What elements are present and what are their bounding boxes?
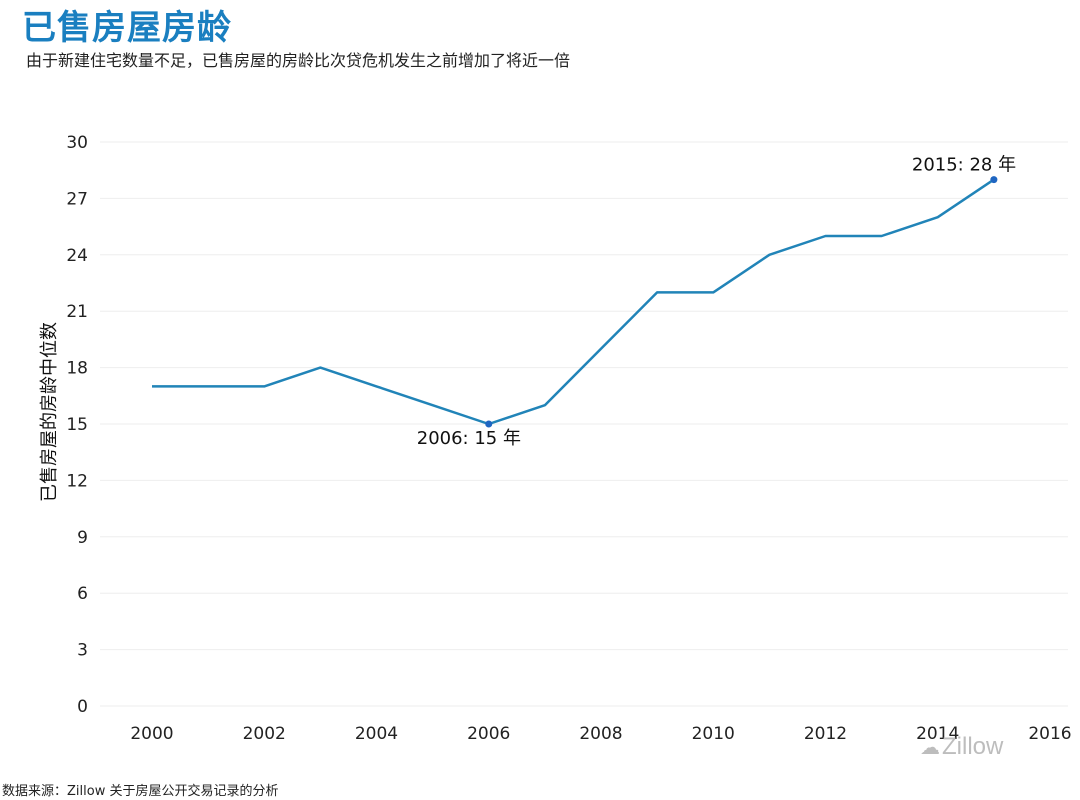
y-tick-label: 24 <box>66 246 88 266</box>
x-tick-label: 2006 <box>467 724 510 744</box>
y-tick-label: 9 <box>77 528 88 548</box>
annotations: 2006: 15 年 2015: 28 年 <box>417 155 1016 449</box>
y-tick-label: 3 <box>77 641 88 661</box>
x-tick-label: 2014 <box>916 724 959 744</box>
annotation-marker <box>485 420 493 428</box>
y-tick-label: 15 <box>66 415 88 435</box>
annotation-label: 2006: 15 年 <box>417 428 521 449</box>
y-axis-ticks: 0 3 6 9 12 15 18 21 24 27 30 <box>66 133 88 717</box>
x-tick-label: 2010 <box>692 724 735 744</box>
y-tick-label: 18 <box>66 359 88 379</box>
chart-title: 已售房屋房龄 <box>22 8 232 48</box>
y-tick-label: 12 <box>66 471 88 491</box>
y-tick-label: 0 <box>77 697 88 717</box>
source-note: 数据来源：Zillow 关于房屋公开交易记录的分析 <box>2 784 279 799</box>
y-tick-label: 6 <box>77 584 88 604</box>
x-tick-label: 2002 <box>243 724 286 744</box>
x-tick-label: 2004 <box>355 724 398 744</box>
x-tick-label: 2012 <box>804 724 847 744</box>
x-tick-label: 2000 <box>130 724 173 744</box>
x-tick-label: 2008 <box>579 724 622 744</box>
series-group <box>151 178 995 426</box>
y-axis-label: 已售房屋的房龄中位数 <box>39 322 60 502</box>
chart-subtitle: 由于新建住宅数量不足，已售房屋的房龄比次贷危机发生之前增加了将近一倍 <box>26 51 571 70</box>
y-tick-label: 21 <box>66 302 88 322</box>
watermark: ☁Zillow <box>920 733 1003 761</box>
series-line <box>152 178 995 426</box>
annotation-marker <box>990 176 998 184</box>
grid-lines <box>100 141 1068 707</box>
wechat-icon: ☁ <box>920 737 940 759</box>
y-tick-label: 27 <box>66 189 88 209</box>
watermark-text: Zillow <box>942 733 1004 760</box>
y-tick-label: 30 <box>66 133 88 153</box>
x-axis-ticks: 2000 2002 2004 2006 2008 2010 2012 2014 2016 <box>130 724 1071 744</box>
annotation-label: 2015: 28 年 <box>912 155 1016 176</box>
x-tick-label: 2016 <box>1028 724 1071 744</box>
